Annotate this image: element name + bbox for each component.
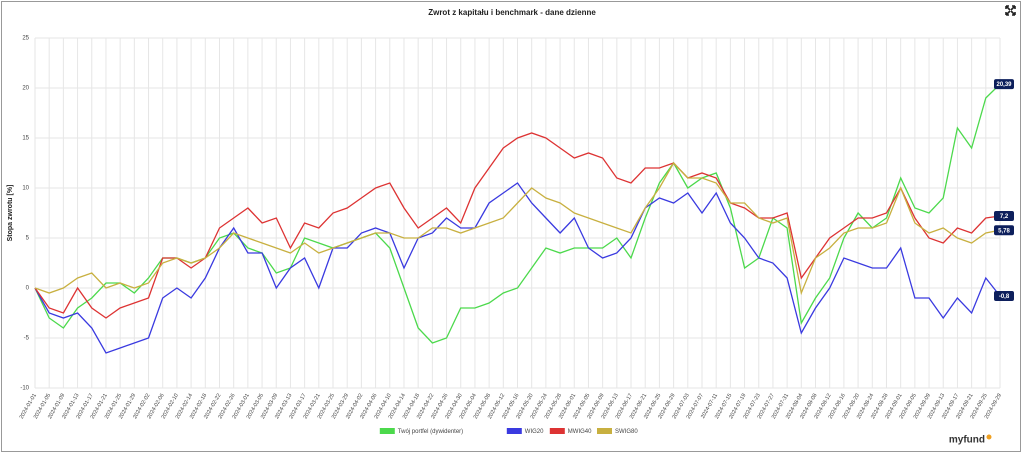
y-tick-label: 5	[26, 236, 30, 242]
end-label-text: 7,2	[1000, 214, 1009, 220]
series-line	[34, 161, 1001, 296]
end-label-text: -0,8	[999, 294, 1010, 300]
end-label-box	[994, 79, 1014, 90]
end-label-box	[994, 211, 1014, 221]
y-tick-label: -10	[20, 386, 29, 392]
y-tick-label: -5	[24, 336, 30, 342]
legend-label: MWIG40	[568, 429, 592, 435]
legend-swatch	[506, 428, 522, 434]
series-line	[34, 132, 1001, 319]
legend-label: Twój portfel (dywidenter)	[398, 429, 463, 435]
legend-item[interactable]: Twój portfel (dywidenter)	[379, 428, 463, 435]
legend-item[interactable]: MWIG40	[549, 428, 592, 435]
logo-dot	[986, 434, 992, 440]
y-tick-label: 15	[22, 136, 29, 142]
legend-item[interactable]: WIG20	[506, 428, 544, 435]
expand-icon[interactable]	[1005, 5, 1016, 16]
end-label: 7,2	[994, 211, 1014, 221]
y-axis-label: Stopa zwrotu [%]	[7, 185, 14, 242]
end-label-text: 5,78	[998, 228, 1010, 234]
logo: myfund	[949, 435, 985, 446]
y-tick-label: 20	[22, 86, 29, 92]
end-label-text: 20,39	[996, 82, 1012, 88]
y-tick-label: 10	[22, 186, 29, 192]
end-label: 5,78	[994, 225, 1014, 236]
legend-label: SWIG80	[615, 429, 638, 435]
chart-title: Zwrot z kapitału i benchmark - dane dzie…	[428, 8, 596, 17]
y-tick-label: 0	[26, 286, 30, 292]
y-tick-label: 25	[22, 36, 29, 42]
series-line	[34, 182, 1001, 354]
legend-swatch	[597, 428, 612, 434]
legend-label: WIG20	[525, 429, 544, 435]
end-label: -0,8	[994, 291, 1014, 301]
end-label-box	[994, 225, 1014, 236]
legend-item[interactable]: SWIG80	[597, 428, 638, 435]
end-label-box	[994, 291, 1014, 301]
end-label: 20,39	[994, 79, 1014, 90]
legend-swatch	[549, 428, 565, 434]
legend-swatch	[379, 428, 395, 434]
